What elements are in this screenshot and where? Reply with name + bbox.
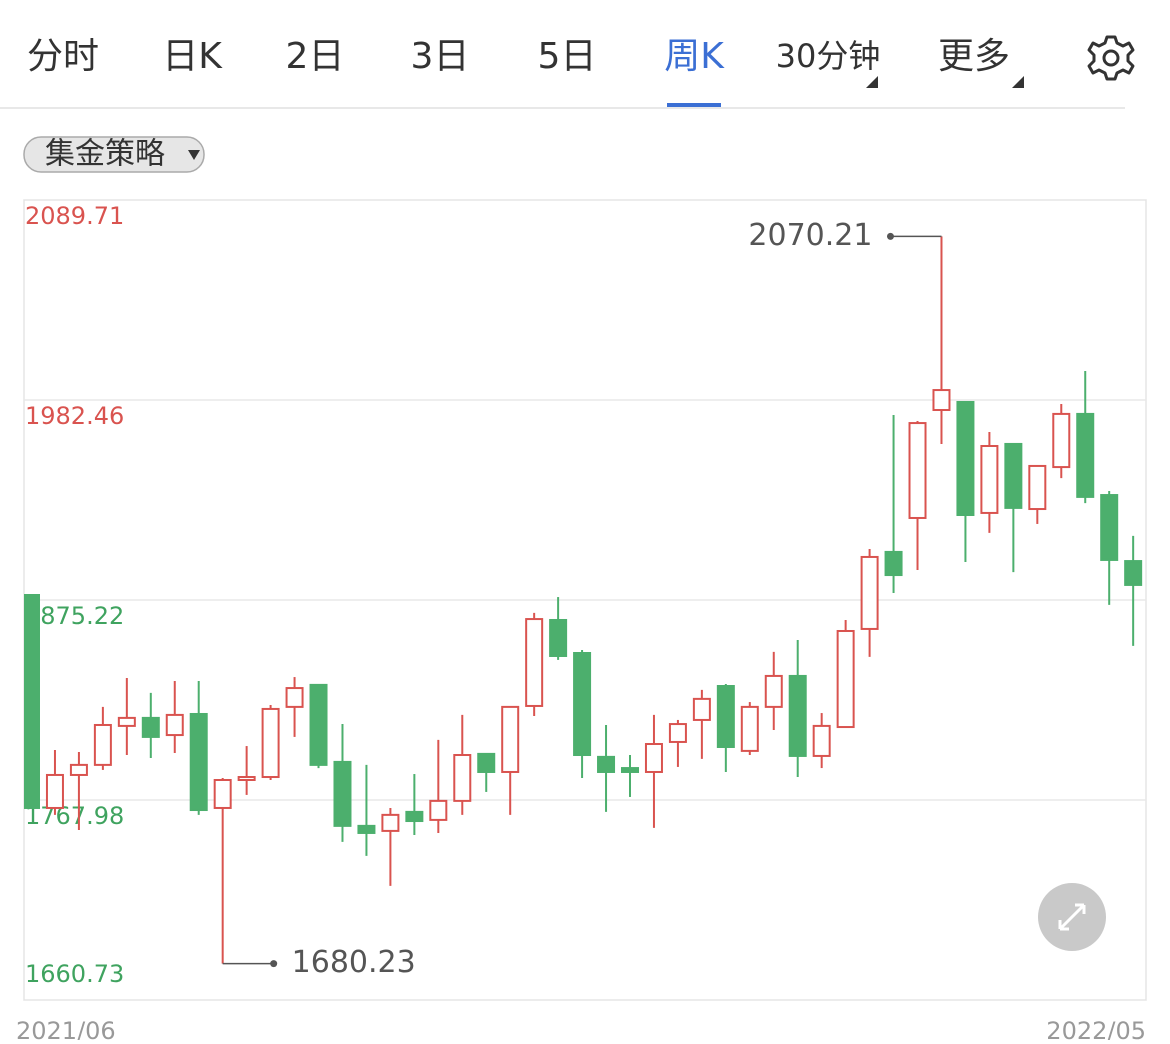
candle-body bbox=[117, 716, 136, 727]
candle-body bbox=[309, 683, 328, 766]
candle-body bbox=[764, 674, 783, 708]
candle-body bbox=[285, 687, 304, 708]
y-tick-label: 2089.71 bbox=[25, 202, 124, 230]
candle-body bbox=[1076, 412, 1095, 498]
candle-body bbox=[980, 444, 999, 514]
tab-dropdown-arrow bbox=[1012, 76, 1024, 88]
candle-body bbox=[644, 743, 663, 773]
candle-body bbox=[908, 422, 927, 519]
y-tick-label: 1982.46 bbox=[25, 402, 124, 430]
candle-body bbox=[860, 555, 879, 630]
candle-body bbox=[549, 618, 568, 657]
candle-body bbox=[333, 760, 352, 827]
tab[interactable]: 5日 bbox=[538, 36, 597, 77]
tab[interactable]: 30分钟 bbox=[776, 37, 881, 75]
candle-body bbox=[525, 618, 544, 707]
dropdown-arrow bbox=[188, 150, 200, 160]
candle-body bbox=[453, 754, 472, 802]
candle-body bbox=[1124, 560, 1143, 586]
candle-body bbox=[429, 799, 448, 821]
candle-body bbox=[788, 674, 807, 757]
candle-body bbox=[381, 813, 400, 832]
candle-body bbox=[189, 712, 208, 812]
y-tick-label: 1660.73 bbox=[25, 960, 124, 988]
x-label: 2022/05 bbox=[1046, 1017, 1146, 1040]
y-tick-label: 1767.98 bbox=[25, 802, 124, 830]
candle-body bbox=[1028, 464, 1047, 511]
tab[interactable]: 2日 bbox=[286, 36, 345, 77]
tab[interactable]: 分时 bbox=[27, 36, 99, 77]
candle-body bbox=[692, 697, 711, 721]
button-label: 集金策略 bbox=[45, 137, 165, 172]
candle-body bbox=[740, 705, 759, 752]
candle-body bbox=[1004, 442, 1023, 509]
candle-body bbox=[1100, 494, 1119, 561]
candle-body bbox=[93, 723, 112, 766]
x-label: 2021/06 bbox=[16, 1017, 116, 1040]
candle-body bbox=[812, 724, 831, 757]
candle-body bbox=[621, 767, 639, 773]
button-bg bbox=[23, 136, 205, 173]
candle-body bbox=[716, 685, 735, 748]
candle-body bbox=[884, 550, 903, 577]
candle-body bbox=[24, 594, 40, 809]
candle-body bbox=[213, 778, 232, 809]
candle-body bbox=[165, 713, 184, 737]
candle-body bbox=[141, 716, 160, 738]
annotation-dot bbox=[886, 232, 894, 240]
candle-body bbox=[405, 810, 424, 823]
candle-body bbox=[836, 629, 855, 729]
candle-body bbox=[45, 773, 64, 809]
candle-body bbox=[597, 755, 616, 773]
strategy-button[interactable]: 集金策略 bbox=[23, 136, 205, 173]
tab[interactable]: 3日 bbox=[411, 36, 470, 77]
candle-body bbox=[357, 824, 376, 834]
candle-body bbox=[573, 652, 592, 757]
annotation-dot bbox=[270, 960, 278, 968]
annotation-label: 2070.21 bbox=[748, 218, 872, 253]
candle-body bbox=[932, 389, 951, 412]
candle-body bbox=[237, 776, 256, 781]
annotation-label: 1680.23 bbox=[292, 945, 416, 980]
candle-body bbox=[477, 752, 496, 773]
candle-body bbox=[956, 400, 975, 516]
candle-body bbox=[1052, 412, 1071, 469]
settings-icon[interactable] bbox=[1087, 35, 1135, 81]
candle-body bbox=[261, 707, 280, 779]
candles bbox=[24, 236, 1143, 964]
y-tick-label: 1875.22 bbox=[25, 602, 124, 630]
fullscreen-button[interactable] bbox=[1038, 883, 1106, 951]
tab[interactable]: 周K bbox=[664, 36, 725, 77]
candle-body bbox=[69, 763, 88, 776]
tab[interactable]: 更多 bbox=[938, 36, 1010, 77]
tab[interactable]: 日K bbox=[162, 36, 223, 77]
candle-body bbox=[501, 705, 520, 773]
tab-dropdown-arrow bbox=[866, 76, 878, 88]
candle-body bbox=[668, 723, 687, 743]
tab-underline bbox=[667, 103, 721, 107]
